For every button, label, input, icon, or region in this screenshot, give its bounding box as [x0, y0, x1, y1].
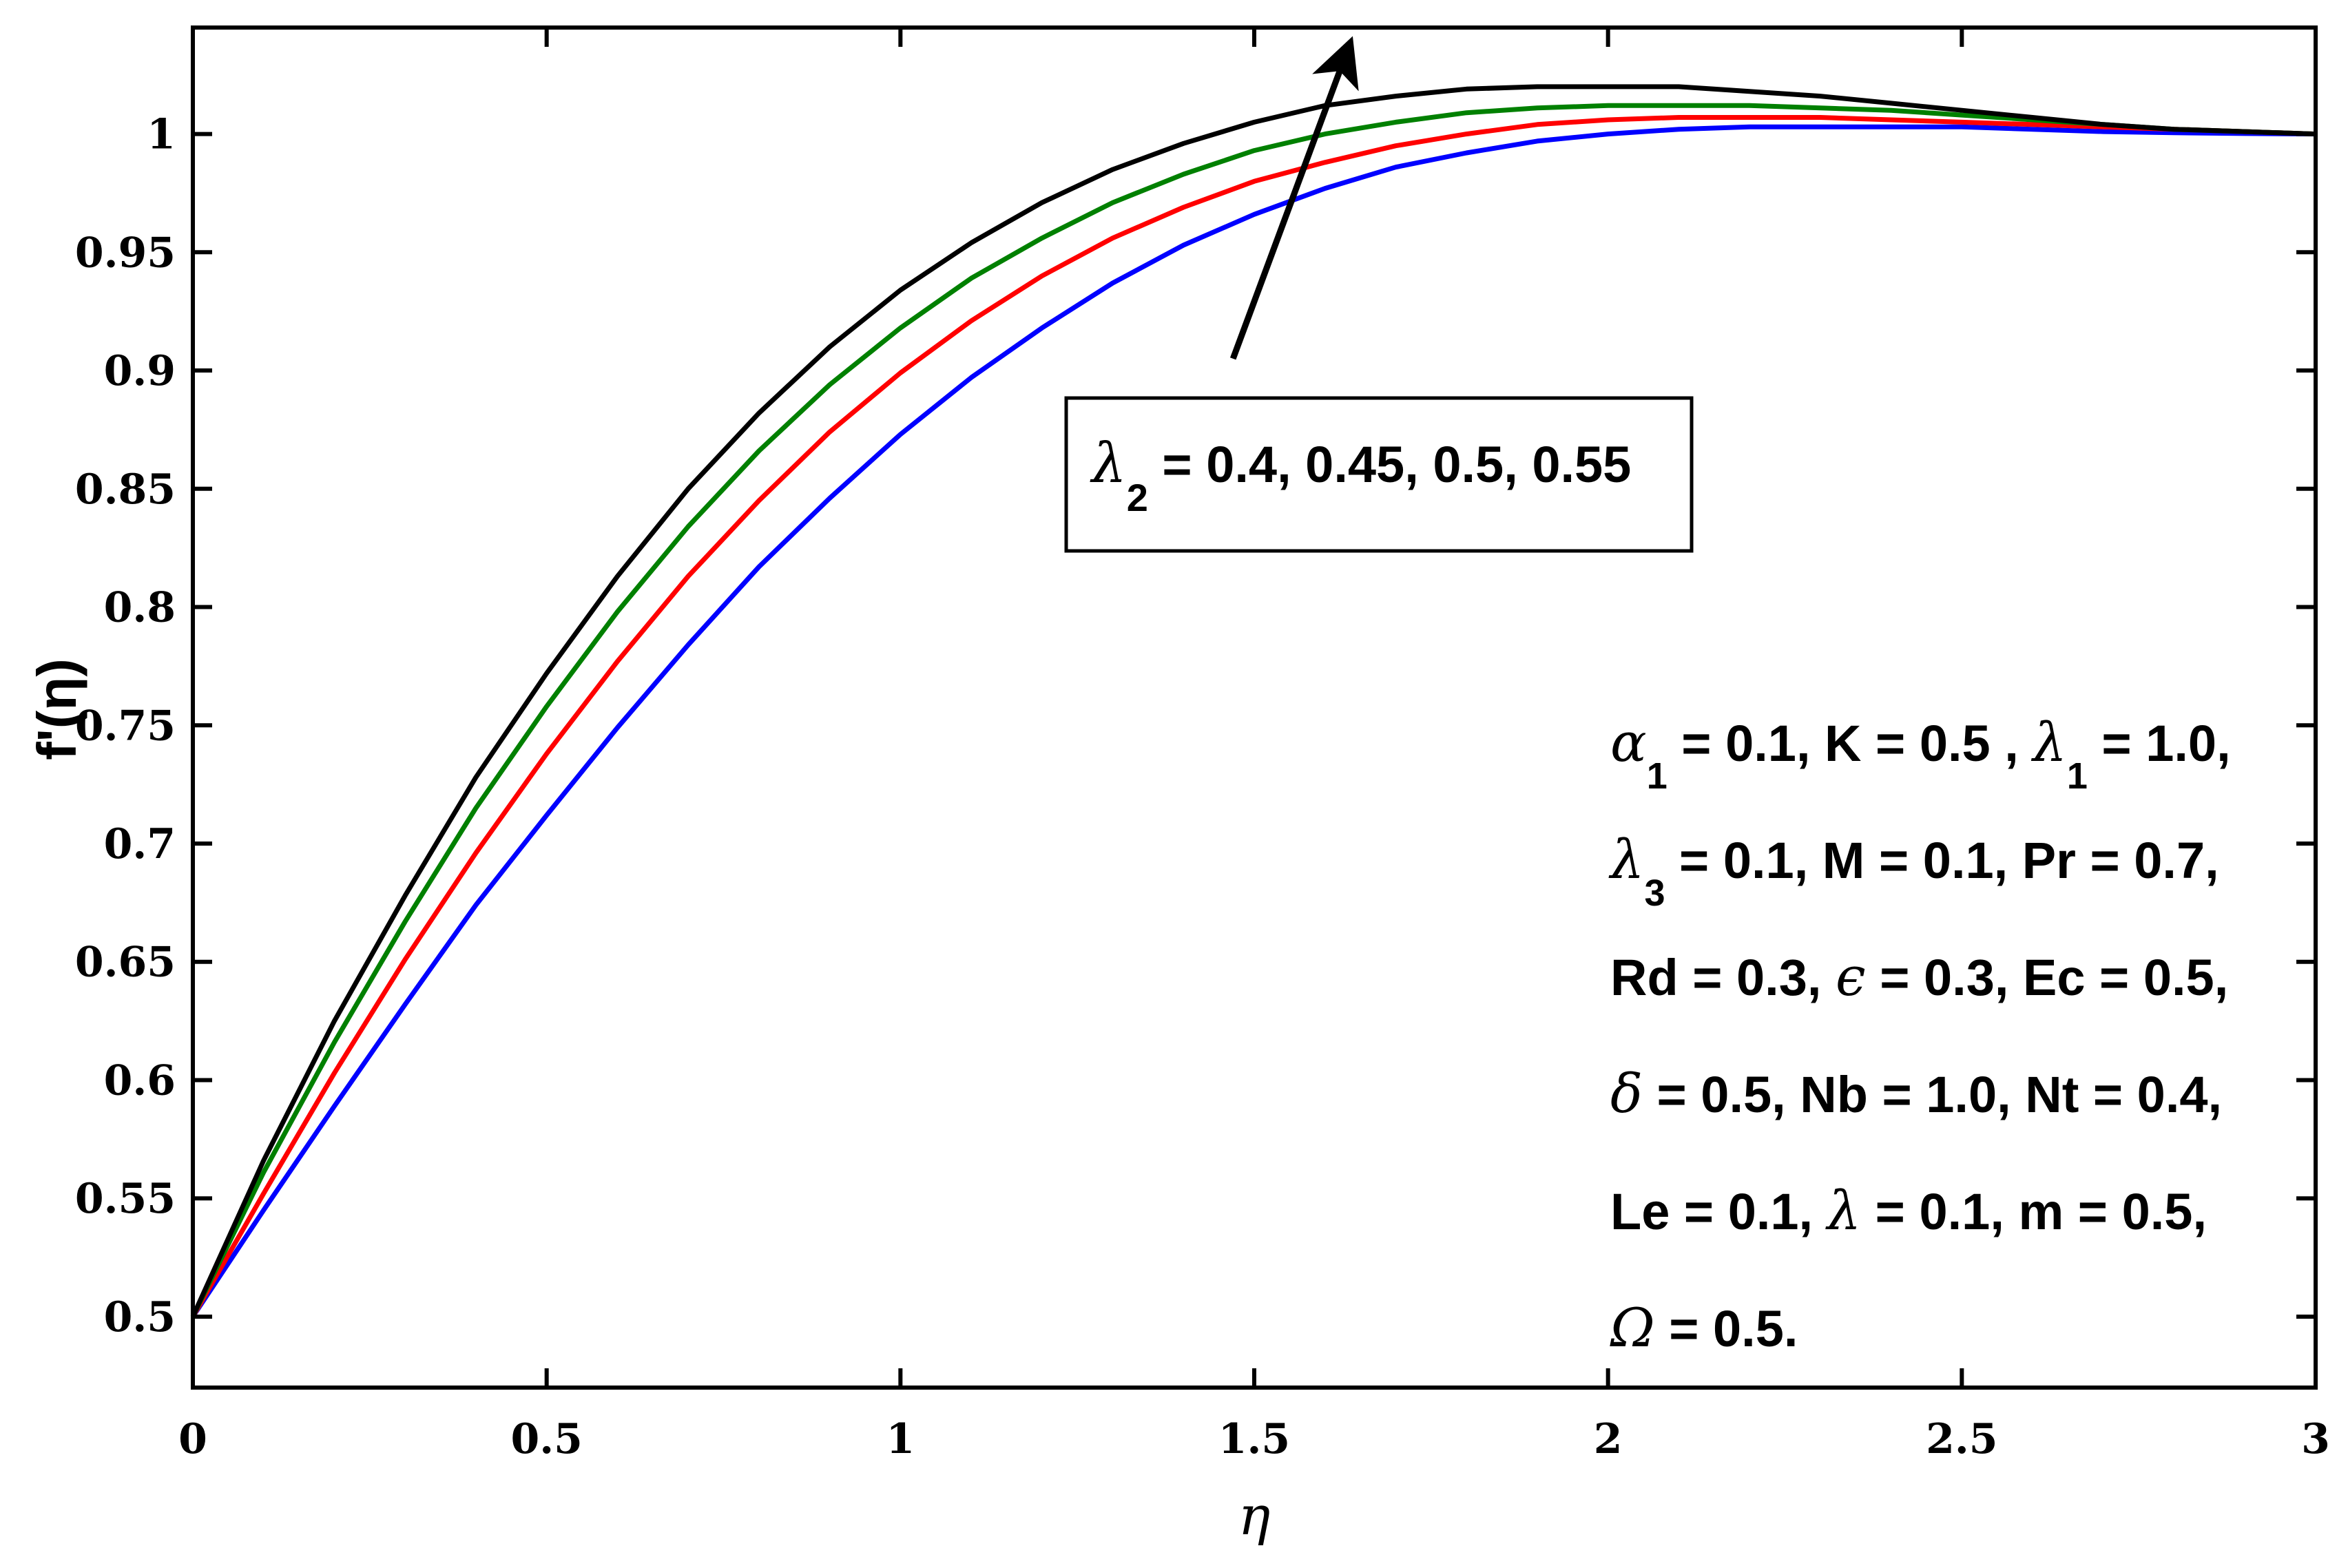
y-tick-label-0: 0.5 — [104, 1293, 176, 1341]
y-tick-label-1: 0.55 — [75, 1175, 176, 1223]
y-tick-label-5: 0.75 — [75, 702, 176, 750]
series-layer — [190, 84, 2316, 1318]
param-line-4: δ = 0.5, Nb = 1.0, Nt = 0.4, — [1610, 1063, 2222, 1125]
y-tick-label-2: 0.6 — [104, 1056, 176, 1105]
y-axis-label: f'(η) — [26, 658, 87, 760]
series-line-2 — [190, 115, 2316, 1318]
param-line-3: Rd = 0.3, ϵ = 0.3, Ec = 0.5, — [1610, 946, 2228, 1008]
param-line-1: α1 = 0.1, K = 0.5 , λ1 = 1.0, — [1610, 712, 2231, 797]
plot-frame — [191, 25, 2318, 1390]
param-line-5: Le = 0.1, λ = 0.1, m = 0.5, — [1610, 1180, 2207, 1242]
y-tick-label-7: 0.85 — [75, 466, 176, 514]
trend-arrow — [1229, 36, 1359, 360]
y-tick-label-3: 0.65 — [75, 939, 176, 987]
param-line-6: Ω = 0.5. — [1610, 1297, 1798, 1359]
x-tick-label-2: 1 — [886, 1415, 915, 1463]
series-line-4 — [190, 84, 2316, 1318]
x-tick-label-0: 0 — [178, 1415, 207, 1463]
y-tick-label-10: 1 — [147, 111, 176, 159]
x-tick-label-6: 3 — [2301, 1415, 2330, 1463]
y-tick-label-4: 0.7 — [104, 820, 176, 868]
x-tick-label-4: 2 — [1594, 1415, 1623, 1463]
x-tick-label-3: 1.5 — [1218, 1415, 1290, 1463]
x-tick-label-1: 0.5 — [510, 1415, 582, 1463]
series-line-3 — [190, 103, 2316, 1318]
annotation-box — [1064, 396, 1694, 553]
y-tick-label-8: 0.9 — [104, 347, 176, 395]
ticks-layer: 0 0.5 1 1.5 2 2.5 3 0.5 0.55 0.6 0.65 0.7 0.75 0.8 0.8… — [75, 28, 2330, 1463]
param-line-2: λ3 = 0.1, M = 0.1, Pr = 0.7, — [1608, 829, 2219, 914]
x-tick-label-5: 2.5 — [1926, 1415, 1997, 1463]
y-tick-label-6: 0.8 — [104, 584, 176, 632]
x-axis-label: η — [1238, 1485, 1271, 1547]
annotation-layer: λ2 = 0.4, 0.45, 0.5, 0.55 α1 = 0.1, K = 0… — [1064, 36, 2231, 1359]
annotation-box-text: λ2 = 0.4, 0.45, 0.5, 0.55 — [1090, 431, 1631, 519]
y-tick-label-9: 0.95 — [75, 229, 176, 277]
series-line-1 — [191, 124, 2316, 1318]
